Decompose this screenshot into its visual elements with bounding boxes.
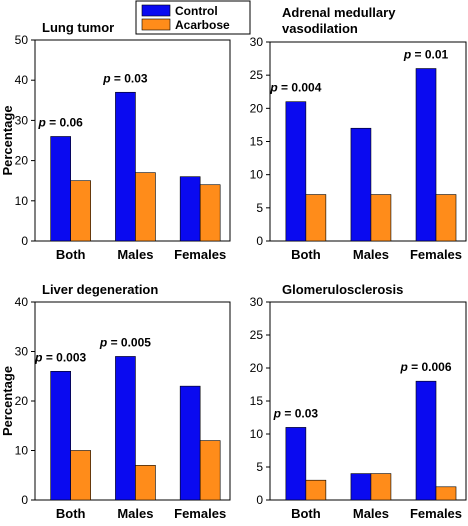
x-category-label: Females <box>174 247 226 262</box>
y-tick-label: 10 <box>15 194 29 208</box>
x-category-label: Females <box>410 506 462 521</box>
p-value-annotation: p = 0.005 <box>99 335 151 349</box>
bar-acarbose <box>370 473 392 501</box>
legend-label-control: Control <box>175 4 218 18</box>
x-category-label: Males <box>353 247 389 262</box>
y-tick-label: 10 <box>15 444 29 458</box>
chart-title: Lung tumor <box>42 20 114 35</box>
bar-acarbose <box>199 184 221 242</box>
y-axis-label: Percentage <box>0 105 15 175</box>
bar-acarbose <box>435 486 457 501</box>
legend: Control Acarbose <box>135 0 251 35</box>
p-value-annotation: p = 0.03 <box>102 71 148 85</box>
y-tick-label: 10 <box>250 427 264 441</box>
bar-acarbose <box>70 180 91 242</box>
x-category-label: Both <box>56 506 86 521</box>
legend-label-acarbose: Acarbose <box>175 18 230 32</box>
y-tick-label: 40 <box>15 73 29 87</box>
bar-control <box>350 473 372 501</box>
bar-control <box>115 91 136 242</box>
y-tick-label: 10 <box>250 168 264 182</box>
bar-acarbose <box>135 465 156 501</box>
x-category-label: Females <box>410 247 462 262</box>
legend-swatch-control <box>141 4 171 17</box>
x-category-label: Males <box>117 506 153 521</box>
bar-control <box>415 68 437 242</box>
bar-acarbose <box>199 440 221 501</box>
bar-acarbose <box>435 194 457 242</box>
y-tick-label: 20 <box>15 394 29 408</box>
y-tick-label: 25 <box>250 328 264 342</box>
x-category-label: Males <box>117 247 153 262</box>
y-tick-label: 30 <box>15 345 29 359</box>
chart-title: Glomerulosclerosis <box>282 282 403 297</box>
bar-acarbose <box>305 194 327 242</box>
y-tick-label: 0 <box>256 493 263 507</box>
bar-acarbose <box>370 194 392 242</box>
bar-acarbose <box>70 450 91 501</box>
y-tick-label: 5 <box>256 460 263 474</box>
y-tick-label: 15 <box>250 135 264 149</box>
p-value-annotation: p = 0.006 <box>399 360 451 374</box>
legend-swatch-acarbose <box>141 18 171 31</box>
chart-panel-1: 0 10 20 30 40 50 Both p = 0.06 Males p = 0.03 Fema… <box>0 20 231 262</box>
x-category-label: Females <box>174 506 226 521</box>
bar-control <box>179 385 201 501</box>
p-value-annotation: p = 0.004 <box>269 81 321 95</box>
chart-panel-3: 0 10 20 30 40 Both p = 0.003 Males p = 0.005 Fema… <box>0 282 231 521</box>
chart-title: Adrenal medullary <box>282 5 396 20</box>
y-tick-label: 20 <box>15 154 29 168</box>
chart-panel-4: 0 5 10 15 20 25 30 Both p = 0.03 Males Females p = … <box>250 282 467 521</box>
y-tick-label: 15 <box>250 394 264 408</box>
bar-control <box>350 127 372 242</box>
y-tick-label: 25 <box>250 68 264 82</box>
y-tick-label: 20 <box>250 361 264 375</box>
p-value-annotation: p = 0.01 <box>403 48 449 62</box>
bar-acarbose <box>305 479 327 501</box>
p-value-annotation: p = 0.03 <box>273 406 319 420</box>
bar-control <box>415 380 437 501</box>
chart-title: Liver degeneration <box>42 282 158 297</box>
y-tick-label: 0 <box>21 493 28 507</box>
bar-control <box>285 427 307 501</box>
y-tick-label: 40 <box>15 295 29 309</box>
y-tick-label: 0 <box>256 234 263 248</box>
y-tick-label: 20 <box>250 101 264 115</box>
bar-control <box>50 136 71 242</box>
x-category-label: Males <box>353 506 389 521</box>
y-tick-label: 0 <box>21 234 28 248</box>
y-tick-label: 5 <box>256 201 263 215</box>
bar-control <box>50 370 71 501</box>
x-category-label: Both <box>56 247 86 262</box>
y-tick-label: 30 <box>250 295 264 309</box>
y-tick-label: 30 <box>15 113 29 127</box>
bar-control <box>115 356 136 501</box>
y-tick-label: 50 <box>15 33 29 47</box>
x-category-label: Both <box>291 506 321 521</box>
chart-title: vasodilation <box>282 21 358 36</box>
p-value-annotation: p = 0.06 <box>37 115 83 129</box>
bar-acarbose <box>135 172 156 242</box>
chart-panel-2: 0 5 10 15 20 25 30 Both p = 0.004 Males Females p =… <box>250 5 467 262</box>
p-value-annotation: p = 0.003 <box>34 350 86 364</box>
bar-control <box>285 101 307 242</box>
y-tick-label: 30 <box>250 35 264 49</box>
x-category-label: Both <box>291 247 321 262</box>
bar-control <box>179 176 201 242</box>
y-axis-label: Percentage <box>0 366 15 436</box>
